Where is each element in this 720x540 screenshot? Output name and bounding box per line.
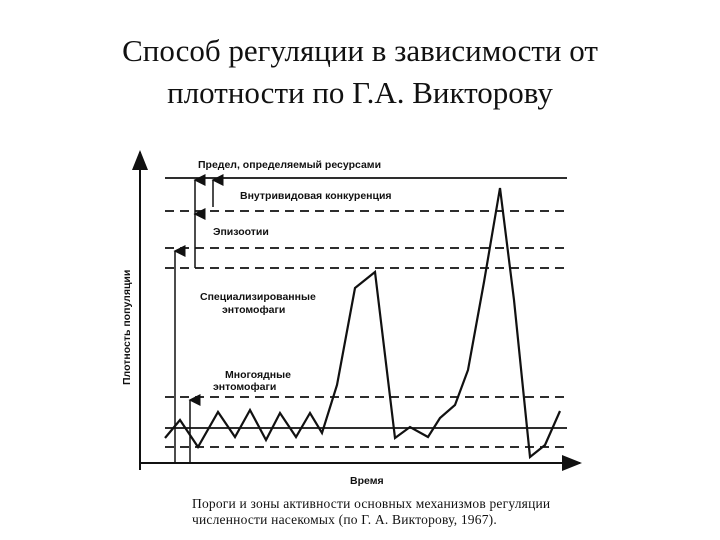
slide-title: Способ регуляции в зависимости от плотно… bbox=[0, 30, 720, 114]
label-resource-limit: Предел, определяемый ресурсами bbox=[198, 159, 381, 171]
figure-caption: Пороги и зоны активности основных механи… bbox=[192, 496, 632, 528]
y-axis-label: Плотность популяции bbox=[121, 270, 133, 385]
label-epizootics: Эпизоотии bbox=[213, 226, 269, 238]
title-line-2: плотности по Г.А. Викторову bbox=[167, 75, 553, 110]
label-intraspecific: Внутривидовая конкуренция bbox=[240, 190, 392, 202]
caption-line-1: Пороги и зоны активности основных механи… bbox=[192, 496, 551, 511]
caption-line-2: численности насекомых (по Г. А. Викторов… bbox=[192, 512, 497, 527]
x-axis-label: Время bbox=[350, 475, 384, 487]
label-polyphagous-1: Многоядные bbox=[225, 369, 291, 381]
population-density-curve bbox=[164, 187, 562, 460]
label-specialized-2: энтомофаги bbox=[222, 304, 285, 316]
title-line-1: Способ регуляции в зависимости от bbox=[122, 33, 598, 68]
label-specialized-1: Специализированные bbox=[200, 291, 316, 303]
label-polyphagous-2: энтомофаги bbox=[213, 381, 276, 393]
